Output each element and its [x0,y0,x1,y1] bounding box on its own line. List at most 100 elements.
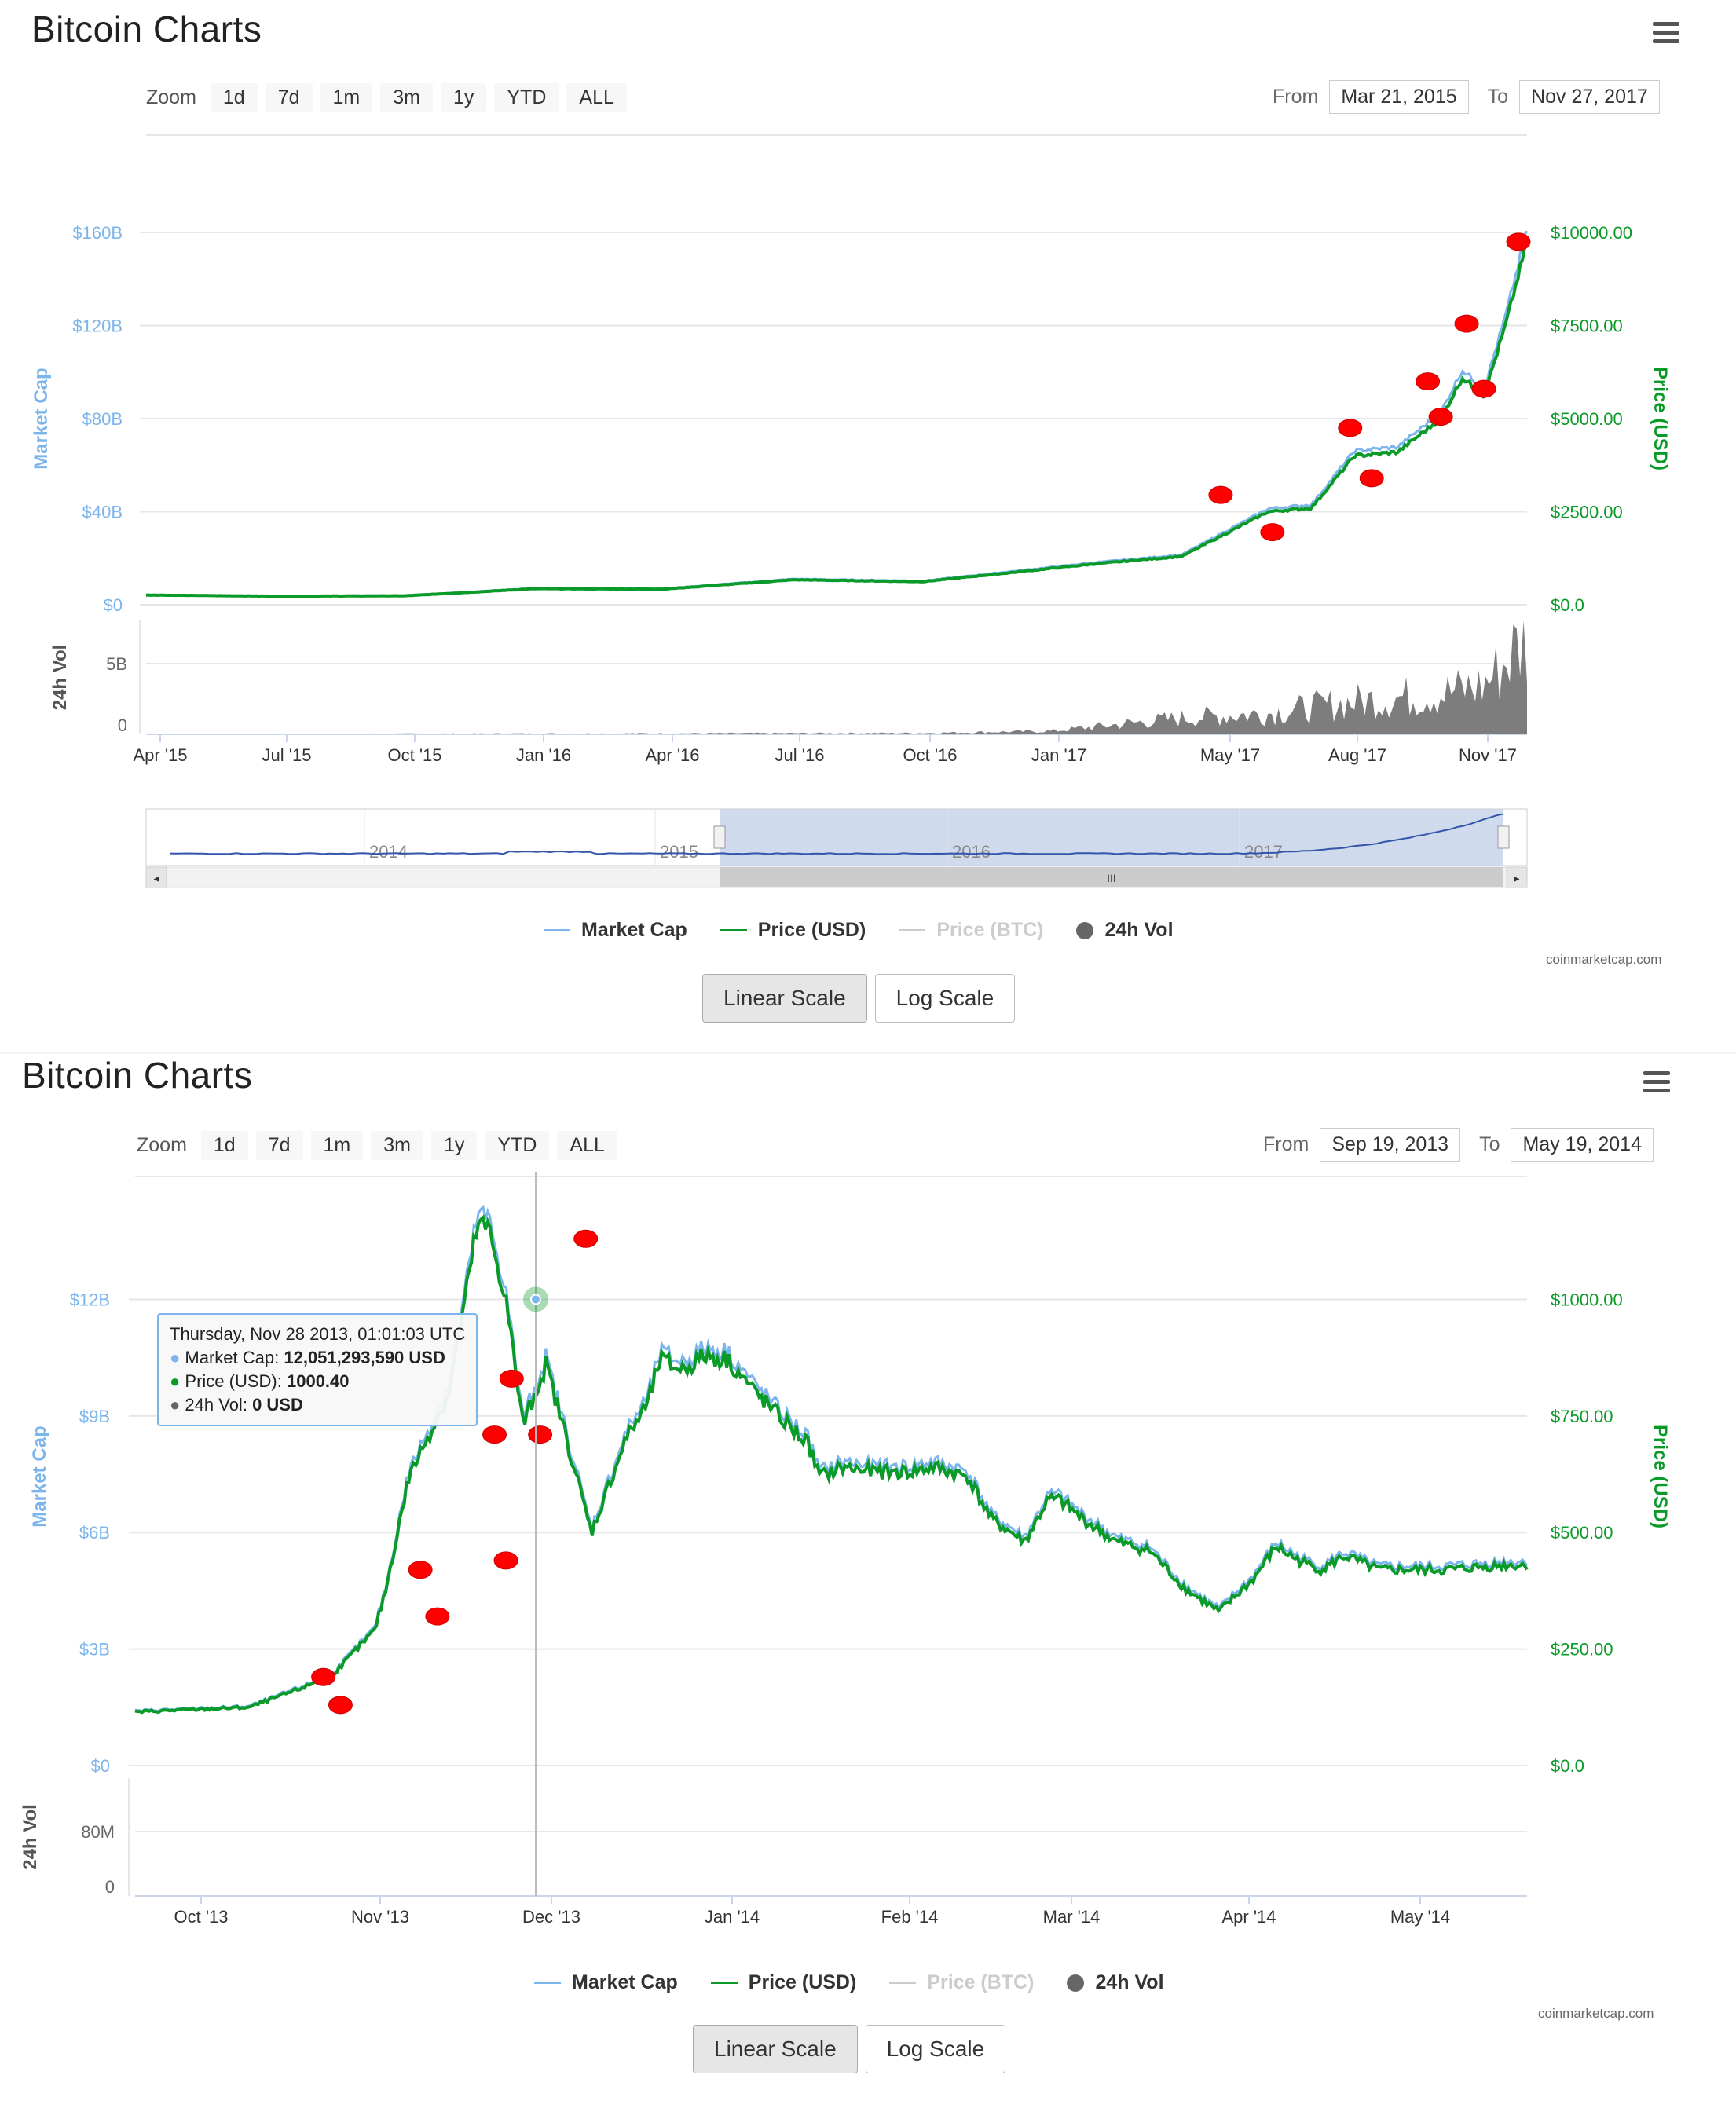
legend-swatch [710,1982,738,1984]
zoom-all-button[interactable]: ALL [566,82,627,112]
legend-swatch [899,929,926,931]
log-scale-button[interactable]: Log Scale [865,2025,1006,2073]
legend-label: Market Cap [581,919,687,941]
bitcoin-chart-2[interactable]: $0 $0.0 $3B $250.00 $6B $500.00 $9B $750.00 $12B… [0,1172,1736,1957]
scrollbar-left-button [145,866,167,888]
left-axis-title: Market Cap [29,1425,50,1527]
scrollbar-thumb [720,867,1503,887]
legend-label: Price (BTC) [936,919,1044,941]
linear-scale-button[interactable]: Linear Scale [693,2025,858,2073]
volume-area [146,620,1527,734]
x-axis-tick-label: Jul '15 [262,745,312,765]
x-axis-tick-label: May '17 [1200,745,1260,765]
legend-swatch [544,929,570,931]
x-axis-tick-label: Mar '14 [1043,1907,1101,1927]
tooltip-label: 24h Vol: [185,1395,253,1414]
volume-axis-title: 24h Vol [49,645,71,711]
zoom-1m-button[interactable]: 1m [310,1130,364,1160]
red-highlight-marker-peak [1208,485,1233,504]
red-highlight-marker-trough [1428,408,1453,426]
legend-item[interactable]: Price (BTC) [899,919,1043,942]
navigator-handle [1497,825,1510,849]
market-cap-line [134,1204,1529,1713]
linear-scale-button[interactable]: Linear Scale [702,974,867,1023]
log-scale-button[interactable]: Log Scale [874,974,1016,1023]
zoom-1m-button[interactable]: 1m [320,82,373,112]
x-axis-tick-label: Apr '16 [645,745,699,765]
legend-label: Price (USD) [757,919,866,941]
legend-item[interactable]: 24h Vol [1067,1971,1164,1994]
to-label: To [1487,86,1509,108]
chart-panel-2: Bitcoin Charts Zoom 1d 7d 1m 3m 1y YTD A… [0,1054,1736,2108]
right-axis-tick-label: $0.0 [1551,595,1584,615]
left-axis-tick-label: $0 [91,1756,110,1776]
x-axis-tick-label: Dec '13 [522,1907,580,1927]
x-axis-tick-label: Jan '16 [516,745,571,765]
red-highlight-marker-peak [1338,419,1363,437]
market-cap-line [145,230,1529,598]
navigator-year-label: 2016 [952,842,991,862]
x-axis-tick-label: Jan '14 [705,1907,760,1927]
zoom-1d-button[interactable]: 1d [200,1130,248,1160]
zoom-1d-button[interactable]: 1d [210,82,258,112]
red-highlight-marker-peak [1454,314,1479,333]
zoom-7d-button[interactable]: 7d [265,82,313,112]
from-date-input[interactable]: Mar 21, 2015 [1329,80,1469,114]
left-axis-tick-label: $80B [82,409,123,429]
scroll-right-arrow-icon: ▸ [1514,872,1519,884]
legend-item[interactable]: Market Cap [534,1971,678,1994]
credit-link[interactable]: coinmarketcap.com [1546,952,1662,967]
left-axis-tick-label: $9B [79,1407,110,1426]
to-date-input[interactable]: Nov 27, 2017 [1519,80,1660,114]
right-axis-tick-label: $750.00 [1551,1407,1613,1426]
right-axis-title: Price (USD) [1650,1425,1671,1528]
red-highlight-marker-trough [425,1607,450,1626]
tooltip-value: 1000.40 [286,1371,350,1391]
page-title: Bitcoin Charts [31,9,262,49]
legend-item[interactable]: 24h Vol [1076,919,1174,942]
red-highlight-marker-trough [1359,469,1384,488]
to-date-input[interactable]: May 19, 2014 [1511,1128,1654,1162]
red-highlight-marker-peak [573,1229,599,1248]
zoom-7d-button[interactable]: 7d [255,1130,303,1160]
zoom-1y-button[interactable]: 1y [431,1130,478,1160]
chart-tooltip: Thursday, Nov 28 2013, 01:01:03 UTC ● Ma… [157,1313,478,1426]
zoom-1y-button[interactable]: 1y [441,82,487,112]
navigator-year-label: 2014 [369,842,408,862]
red-highlight-marker-peak [408,1561,433,1579]
left-axis-tick-label: $160B [72,223,123,243]
right-axis-tick-label: $0.0 [1551,1756,1584,1776]
left-axis-tick-label: $3B [79,1640,110,1660]
chart-panel-1: Bitcoin Charts Zoom 1d 7d 1m 3m 1y YTD A… [0,0,1736,1052]
x-axis-tick-label: Oct '16 [903,745,957,765]
zoom-all-button[interactable]: ALL [557,1130,617,1160]
red-highlight-marker-trough [328,1696,353,1715]
zoom-3m-button[interactable]: 3m [380,82,433,112]
legend-item[interactable]: Price (BTC) [889,1971,1034,1994]
hamburger-menu-icon[interactable] [1653,22,1679,44]
zoom-3m-button[interactable]: 3m [371,1130,423,1160]
from-label: From [1273,86,1319,108]
x-axis-tick-label: Nov '13 [351,1907,409,1927]
zoom-ytd-button[interactable]: YTD [485,1130,550,1160]
scrollbar-grip-icon: III [1107,872,1116,884]
legend-item[interactable]: Price (USD) [710,1971,856,1994]
legend-label: Price (BTC) [927,1971,1035,1993]
left-axis-tick-label: $40B [82,503,123,522]
from-date-input[interactable]: Sep 19, 2013 [1320,1128,1461,1162]
right-axis-tick-label: $7500.00 [1551,317,1623,336]
bitcoin-chart-1[interactable]: $0 $0.0 $40B $2500.00 $80B $5000.00 $120B $7500… [0,126,1736,903]
x-axis-tick-label: May '14 [1390,1907,1450,1927]
x-axis-tick-label: Nov '17 [1459,745,1517,765]
right-axis-tick-label: $1000.00 [1551,1290,1623,1309]
zoom-label: Zoom [137,1133,187,1156]
legend-item[interactable]: Price (USD) [720,919,866,942]
legend-swatch [1067,1974,1085,1992]
right-axis-tick-label: $250.00 [1551,1640,1613,1660]
scrollbar-right-button [1506,866,1528,888]
tooltip-date: Thursday, Nov 28 2013, 01:01:03 UTC [170,1324,466,1344]
zoom-ytd-button[interactable]: YTD [494,82,559,112]
legend-item[interactable]: Market Cap [544,919,687,942]
hamburger-menu-icon[interactable] [1643,1071,1670,1093]
credit-link[interactable]: coinmarketcap.com [1538,2006,1654,2021]
